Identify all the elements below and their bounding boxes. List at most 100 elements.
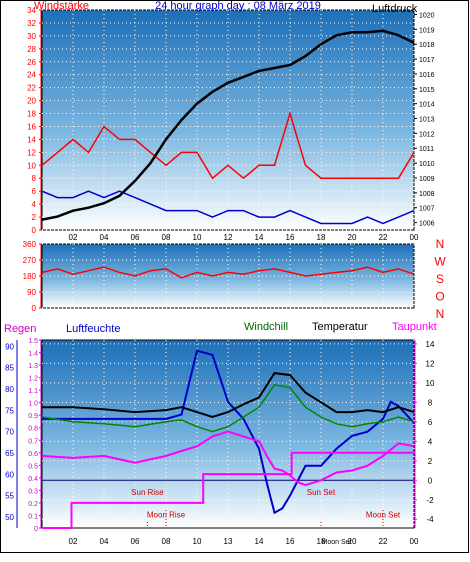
tick-label: 0.6 <box>28 451 38 458</box>
moon-set-label: Moon Set <box>366 510 401 519</box>
tick-label: 02 <box>69 233 78 242</box>
tick-label: 2 <box>428 457 433 466</box>
direction-left-axis: 0 90 180 270 360 <box>23 240 42 313</box>
tick-label: 85 <box>5 364 14 373</box>
tick-label: 0 <box>32 226 37 235</box>
tick-label: 00 <box>410 537 419 546</box>
chart-title: 24 hour graph day : 08 März 2019 <box>155 0 321 12</box>
tick-label: 65 <box>5 449 14 458</box>
temperature-axis: -4 -2 0 2 4 6 8 10 12 14 <box>414 340 435 528</box>
tick-label: 22 <box>379 537 388 546</box>
series-line <box>41 383 415 433</box>
tick-label: 6 <box>32 187 37 196</box>
tick-label: 14 <box>426 340 435 349</box>
wind-series <box>41 29 415 225</box>
tick-label: 270 <box>23 256 37 265</box>
tick-label: 1020 <box>419 12 435 19</box>
tick-label: 06 <box>131 537 140 546</box>
tick-label: 18 <box>317 537 326 546</box>
tick-label: 26 <box>27 58 36 67</box>
tick-label: 90 <box>27 288 36 297</box>
tick-label: 10 <box>193 537 202 546</box>
taupunkt-label: Taupunkt <box>392 321 437 333</box>
tick-label: 16 <box>286 537 295 546</box>
tick-label: 1008 <box>419 191 435 198</box>
tick-label: 10 <box>426 379 435 388</box>
tick-label: 1019 <box>419 27 435 34</box>
humidity-axis: 50 55 60 65 70 75 80 85 90 <box>5 340 18 528</box>
tick-label: 55 <box>5 492 14 501</box>
tick-label: 180 <box>23 272 37 281</box>
tick-label: 1016 <box>419 72 435 79</box>
tick-label: 80 <box>5 385 14 394</box>
tick-label: 360 <box>23 240 37 249</box>
moon-set-xaxis-label: Moon Set <box>322 539 352 546</box>
sun-rise-label: Sun Rise <box>131 488 164 497</box>
bottom-x-axis: 02 04 06 08 10 13 14 16 18 20 22 00 <box>69 537 419 546</box>
moon-rise-label: Moon Rise <box>147 510 186 519</box>
tick-label: 70 <box>5 428 14 437</box>
tick-label: 1015 <box>419 87 435 94</box>
tick-label: 24 <box>27 71 36 80</box>
tick-label: 04 <box>100 537 109 546</box>
tick-label: 1.5 <box>28 338 38 345</box>
tick-label: 20 <box>27 97 36 106</box>
tick-label: 0.8 <box>28 426 38 433</box>
tick-label: 12 <box>224 233 233 242</box>
luftdruck-label: Luftdruck <box>372 3 418 15</box>
regen-axis: 0 0.1 0.2 0.3 0.4 0.5 0.6 0.7 0.8 0.9 1.0 1.1 1.2 1.3… <box>28 338 42 533</box>
series-line <box>41 430 415 487</box>
tick-label: 6 <box>428 418 433 427</box>
compass-letter: S <box>436 272 444 286</box>
tick-label: 1.2 <box>28 376 38 383</box>
regen-label: Regen <box>4 323 36 335</box>
series-line <box>42 372 415 419</box>
windstaerke-label: Windstärke <box>34 0 89 12</box>
tick-label: 4 <box>428 437 433 446</box>
tick-label: 18 <box>27 110 36 119</box>
tick-label: 0.7 <box>28 438 38 445</box>
series-line <box>41 29 415 221</box>
tick-label: 20 <box>348 233 357 242</box>
tick-label: 8 <box>32 174 37 183</box>
bottom-annotations: Sun Rise Sun Set Moon Rise Moon Set Moon Set <box>131 488 401 546</box>
tick-label: 1006 <box>419 221 435 228</box>
tick-label: 0.1 <box>28 513 38 520</box>
tick-label: 0.9 <box>28 413 38 420</box>
tick-label: 1009 <box>419 176 435 183</box>
direction-series <box>41 266 415 279</box>
tick-label: 22 <box>379 233 388 242</box>
tick-label: 02 <box>69 537 78 546</box>
tick-label: 00 <box>410 233 419 242</box>
tick-label: 18 <box>317 233 326 242</box>
bottom-series <box>41 349 415 529</box>
tick-label: 1013 <box>419 117 435 124</box>
tick-label: 16 <box>27 122 36 131</box>
tick-label: 90 <box>5 342 14 351</box>
tick-label: 1007 <box>419 206 435 213</box>
tick-label: -4 <box>426 515 434 524</box>
luftfeuchte-label: Luftfeuchte <box>66 323 120 335</box>
tick-label: 28 <box>27 45 36 54</box>
wind-panel-bg <box>41 9 415 231</box>
series-line <box>41 190 415 225</box>
wind-grid <box>42 9 415 231</box>
temperatur-label: Temperatur <box>312 321 368 333</box>
tick-label: 12 <box>426 359 435 368</box>
tick-label: 0 <box>32 304 37 313</box>
compass-letter: N <box>436 237 445 251</box>
tick-label: 14 <box>27 135 36 144</box>
tick-label: 50 <box>5 513 14 522</box>
tick-label: -2 <box>426 496 434 505</box>
compass-letter: N <box>436 307 445 321</box>
tick-label: 08 <box>162 233 171 242</box>
tick-label: 0.5 <box>28 463 38 470</box>
compass-letter: O <box>435 290 444 304</box>
tick-label: 08 <box>162 537 171 546</box>
tick-label: 1.1 <box>28 388 38 395</box>
tick-label: 0.2 <box>28 501 38 508</box>
tick-label: 1.3 <box>28 363 38 370</box>
tick-label: 1010 <box>419 161 435 168</box>
tick-label: 1.4 <box>28 351 38 358</box>
